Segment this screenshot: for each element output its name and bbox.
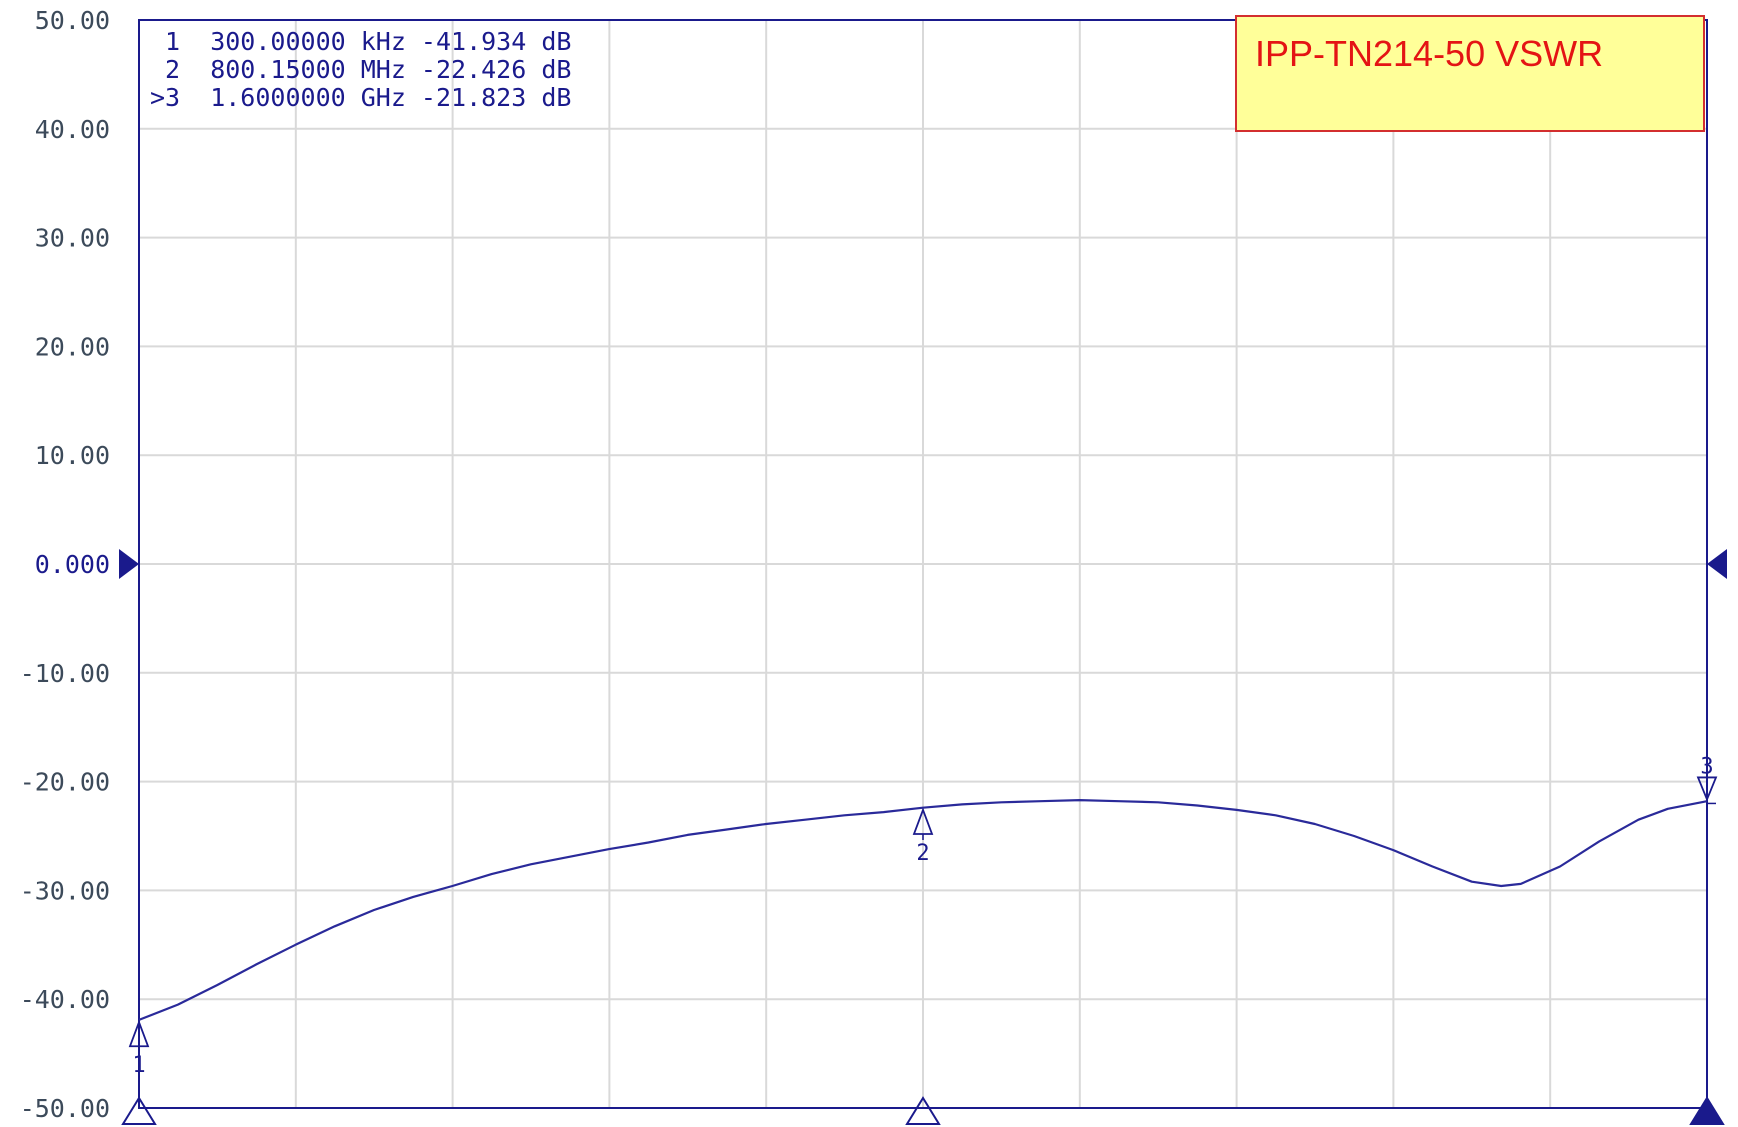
y-axis-tick-labels: 50.00 40.00 30.00 20.00 10.00 0.000 -10.00 -20.… <box>20 6 110 1123</box>
marker-2: 2 <box>912 807 934 866</box>
bottom-stimulus-markers <box>121 1096 1725 1125</box>
y-tick-label: 0.000 <box>35 550 110 579</box>
stimulus-marker-arrow <box>905 1096 941 1125</box>
series-line <box>138 799 1708 1021</box>
marker-1: 1 <box>128 1019 150 1078</box>
y-tick-label: -50.00 <box>20 1094 110 1123</box>
grid <box>139 20 1707 1108</box>
stimulus-marker-arrow <box>1689 1096 1725 1125</box>
y-tick-label: 30.00 <box>35 224 110 253</box>
reference-level-indicators <box>119 549 1727 579</box>
marker-readout-row: >3 1.6000000 GHz -21.823 dB <box>150 83 571 112</box>
y-tick-label: 40.00 <box>35 115 110 144</box>
reference-level-left-arrow <box>119 549 139 579</box>
marker-readout-table: 1 300.00000 kHz -41.934 dB 2 800.15000 M… <box>150 27 571 112</box>
reference-level-right-arrow <box>1707 549 1727 579</box>
y-tick-label: 20.00 <box>35 332 110 361</box>
y-tick-label: 10.00 <box>35 441 110 470</box>
stimulus-marker-arrow <box>121 1096 157 1125</box>
marker-readout-row: 1 300.00000 kHz -41.934 dB <box>150 27 571 56</box>
y-tick-label: 50.00 <box>35 6 110 35</box>
marker-number: 2 <box>916 841 929 866</box>
marker-number: 1 <box>132 1053 145 1078</box>
marker-number: 3 <box>1700 754 1713 779</box>
marker-3: 3 <box>1696 754 1718 805</box>
marker-triangle <box>1696 776 1718 802</box>
y-tick-label: -30.00 <box>20 876 110 905</box>
y-tick-label: -10.00 <box>20 659 110 688</box>
chart-title-box: IPP-TN214-50 VSWR <box>1235 15 1705 132</box>
y-tick-label: -20.00 <box>20 768 110 797</box>
chart-title: IPP-TN214-50 VSWR <box>1255 33 1604 74</box>
marker-readout-row: 2 800.15000 MHz -22.426 dB <box>150 55 571 84</box>
trace-markers: 1 2 3 <box>128 754 1718 1078</box>
y-tick-label: -40.00 <box>20 985 110 1014</box>
